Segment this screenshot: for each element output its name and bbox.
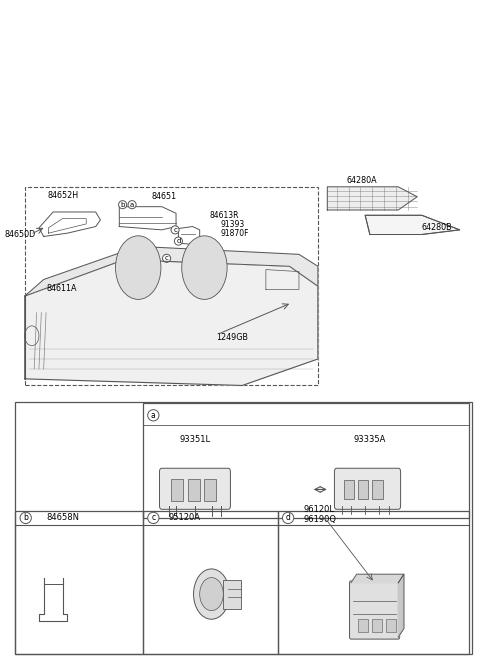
Polygon shape xyxy=(25,259,318,386)
Text: 64280A: 64280A xyxy=(346,176,377,185)
Text: 91870F: 91870F xyxy=(221,229,250,237)
FancyBboxPatch shape xyxy=(349,581,400,639)
Text: 64280B: 64280B xyxy=(422,223,453,232)
Text: 84652H: 84652H xyxy=(47,191,78,200)
Text: 1249GB: 1249GB xyxy=(216,332,248,342)
Text: 84613R: 84613R xyxy=(209,211,239,221)
Bar xyxy=(386,618,396,632)
Bar xyxy=(358,618,368,632)
FancyBboxPatch shape xyxy=(159,468,230,509)
Bar xyxy=(278,511,469,654)
Text: 84651: 84651 xyxy=(152,192,177,201)
Bar xyxy=(188,479,200,501)
Circle shape xyxy=(182,236,227,299)
Text: 93335A: 93335A xyxy=(354,436,386,444)
Polygon shape xyxy=(351,574,404,583)
FancyBboxPatch shape xyxy=(335,468,401,509)
Bar xyxy=(25,187,318,386)
Circle shape xyxy=(116,236,161,299)
Text: b: b xyxy=(120,201,125,207)
Polygon shape xyxy=(327,187,417,210)
Circle shape xyxy=(200,577,223,610)
Bar xyxy=(372,479,383,499)
Bar xyxy=(15,402,471,654)
Bar xyxy=(143,404,469,518)
Text: d: d xyxy=(176,238,180,244)
Text: 95120A: 95120A xyxy=(169,513,201,523)
Text: 96190Q: 96190Q xyxy=(304,515,336,524)
Text: d: d xyxy=(286,513,290,523)
Polygon shape xyxy=(398,574,404,637)
Text: 84611A: 84611A xyxy=(46,284,76,293)
Bar xyxy=(171,479,183,501)
Circle shape xyxy=(193,569,229,619)
Text: b: b xyxy=(23,513,28,523)
Text: c: c xyxy=(151,513,156,523)
Bar xyxy=(344,479,354,499)
Text: a: a xyxy=(130,201,134,207)
Bar xyxy=(204,479,216,501)
Text: 84650D: 84650D xyxy=(4,230,36,239)
Text: 91393: 91393 xyxy=(221,220,245,229)
Text: 84658N: 84658N xyxy=(46,513,79,523)
Bar xyxy=(358,479,369,499)
Text: 96120L: 96120L xyxy=(304,505,335,514)
Bar xyxy=(372,618,382,632)
Text: a: a xyxy=(151,411,156,420)
Bar xyxy=(143,511,278,654)
Bar xyxy=(15,511,143,654)
Polygon shape xyxy=(365,215,460,235)
Text: c: c xyxy=(165,255,168,261)
Polygon shape xyxy=(25,247,318,296)
Bar xyxy=(223,579,241,608)
Text: c: c xyxy=(173,227,177,233)
Text: 93351L: 93351L xyxy=(180,436,211,444)
